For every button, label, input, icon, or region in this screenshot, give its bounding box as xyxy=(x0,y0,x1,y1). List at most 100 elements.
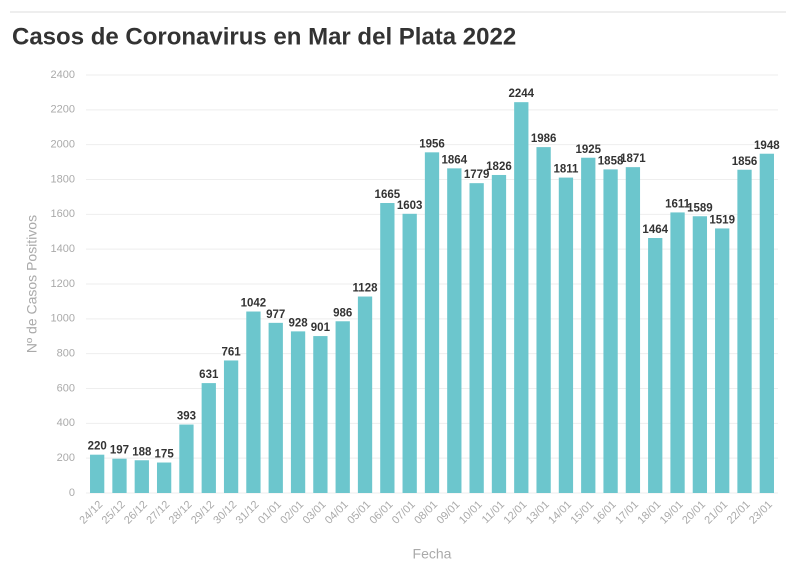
value-label: 1589 xyxy=(687,202,713,214)
bar xyxy=(737,169,752,493)
x-tick-label: 29/12 xyxy=(189,499,217,527)
x-tick-label: 17/01 xyxy=(613,499,641,527)
x-tick-label: 05/01 xyxy=(345,499,373,527)
x-tick-label: 30/12 xyxy=(211,499,239,527)
x-tick-label: 11/01 xyxy=(480,499,507,526)
bar xyxy=(223,360,239,493)
x-tick-label: 21/01 xyxy=(702,499,730,527)
value-label: 986 xyxy=(333,307,352,319)
value-label: 977 xyxy=(266,309,285,321)
value-label: 1858 xyxy=(598,155,624,167)
bar xyxy=(246,311,261,493)
y-tick-label: 1400 xyxy=(51,243,75,255)
bar xyxy=(648,238,663,493)
y-tick-label: 400 xyxy=(57,417,75,429)
bar xyxy=(156,462,172,493)
bar xyxy=(313,336,328,493)
bar xyxy=(692,216,708,494)
y-tick-label: 2200 xyxy=(51,104,75,116)
bar xyxy=(558,177,574,493)
x-tick-label: 03/01 xyxy=(301,499,329,527)
y-tick-label: 2000 xyxy=(51,139,75,151)
x-tick-label: 08/01 xyxy=(412,499,440,527)
value-label: 928 xyxy=(288,317,308,329)
value-label: 1128 xyxy=(353,283,379,295)
bar xyxy=(670,212,685,494)
x-tick-label: 28/12 xyxy=(167,499,195,527)
x-tick-label: 04/01 xyxy=(323,499,351,527)
value-label: 1519 xyxy=(709,214,735,226)
x-tick-label: 09/01 xyxy=(435,499,463,527)
value-label: 1464 xyxy=(642,224,668,236)
x-tick-label: 31/12 xyxy=(234,499,262,527)
bar xyxy=(759,153,774,493)
value-label: 2244 xyxy=(508,88,534,100)
x-tick-label: 01/01 xyxy=(256,499,284,527)
value-label: 1779 xyxy=(464,169,490,181)
bar xyxy=(625,167,641,494)
y-tick-label: 0 xyxy=(69,487,75,499)
value-label: 901 xyxy=(311,322,331,334)
y-tick-label: 1000 xyxy=(51,313,75,325)
chart-title: Casos de Coronavirus en Mar del Plata 20… xyxy=(12,23,516,50)
bar xyxy=(491,174,507,493)
bar xyxy=(112,458,127,493)
value-label: 1611 xyxy=(665,198,691,210)
x-tick-label: 06/01 xyxy=(368,499,396,527)
x-tick-label: 14/01 xyxy=(546,499,574,527)
value-label: 1042 xyxy=(241,298,267,310)
value-label: 1986 xyxy=(531,133,557,145)
y-tick-label: 200 xyxy=(57,452,75,464)
bar xyxy=(179,424,194,493)
value-label: 197 xyxy=(110,445,129,457)
bar xyxy=(380,203,395,493)
x-tick-label: 07/01 xyxy=(390,499,418,527)
x-tick-label: 24/12 xyxy=(77,499,105,527)
x-tick-label: 20/01 xyxy=(680,499,708,527)
value-label: 393 xyxy=(177,411,196,423)
x-tick-label: 23/01 xyxy=(747,499,775,527)
x-axis-label: Fecha xyxy=(413,546,452,562)
value-label: 1826 xyxy=(486,161,512,173)
x-tick-label: 25/12 xyxy=(100,499,128,527)
y-tick-label: 1200 xyxy=(51,278,75,290)
value-label: 1956 xyxy=(419,138,445,150)
value-label: 1864 xyxy=(442,154,468,166)
bar xyxy=(469,183,484,493)
x-tick-label: 15/01 xyxy=(568,499,596,527)
bar xyxy=(581,157,596,493)
x-tick-label: 13/01 xyxy=(524,499,552,527)
value-label: 1856 xyxy=(732,156,758,168)
bar xyxy=(357,296,373,493)
bar xyxy=(424,152,440,493)
x-tick-label: 18/01 xyxy=(635,499,663,527)
x-tick-label: 22/01 xyxy=(725,499,753,527)
bar xyxy=(402,213,417,493)
x-tick-label: 16/01 xyxy=(591,499,619,527)
value-label: 1811 xyxy=(553,164,579,176)
value-label: 188 xyxy=(132,446,152,458)
y-tick-label: 800 xyxy=(57,348,75,360)
x-tick-label: 19/01 xyxy=(658,499,686,527)
bar xyxy=(268,322,283,493)
bar xyxy=(134,460,149,493)
value-label: 761 xyxy=(222,346,242,358)
value-label: 1871 xyxy=(620,153,646,165)
value-label: 175 xyxy=(155,449,175,461)
value-label: 1665 xyxy=(375,189,401,201)
value-label: 1603 xyxy=(397,200,423,212)
bar xyxy=(335,321,350,493)
bar xyxy=(514,102,529,494)
bar xyxy=(290,331,306,493)
bar xyxy=(536,147,551,494)
x-tick-label: 10/01 xyxy=(457,499,485,527)
y-axis-label: Nº de Casos Positivos xyxy=(24,215,40,353)
value-label: 220 xyxy=(88,441,107,453)
x-tick-label: 26/12 xyxy=(122,499,150,527)
value-label: 1925 xyxy=(575,144,601,156)
x-tick-label: 02/01 xyxy=(278,499,306,527)
bar xyxy=(715,228,730,493)
bar xyxy=(201,383,216,493)
bar xyxy=(603,169,618,494)
